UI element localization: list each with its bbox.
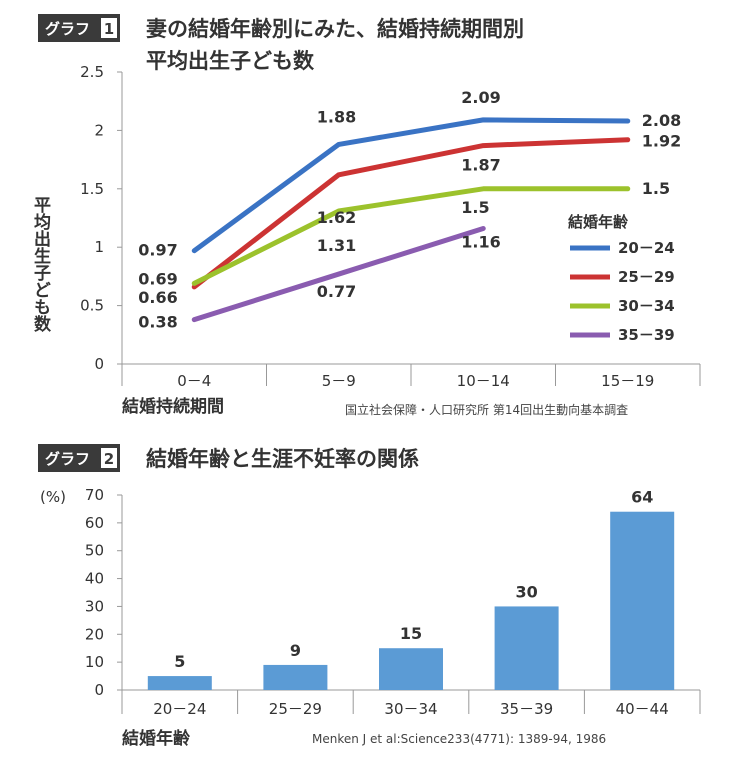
chart1-data-label: 0.38: [138, 313, 177, 332]
chart1-data-label: 1.5: [461, 198, 489, 217]
chart1-y-tick-label: 2.5: [80, 63, 104, 81]
chart2-y-unit: (%): [40, 488, 66, 506]
chart2-y-tick-label: 0: [94, 681, 104, 699]
chart1-y-axis-title: 平均出生子ども数: [30, 196, 51, 333]
line-chart: 0 0.5 1 1.5 2 2.5 0－4 5－9 10－14 15－19 結婚持続期間 平均出生子ど…: [30, 63, 701, 417]
chart2-x-tick-label: 25－29: [269, 700, 322, 718]
chart1-x-axis-title: 結婚持続期間: [122, 396, 224, 417]
chart2-x-tick-label: 35－39: [500, 700, 553, 718]
chart1-legend-label: 35－39: [618, 326, 675, 344]
chart1-badge-number: 1: [104, 20, 114, 38]
chart2-y-tick-label: 40: [85, 570, 104, 588]
chart1-badge-label: グラフ: [45, 20, 90, 38]
chart2-badge-number: 2: [104, 450, 114, 468]
bar-chart: 0 10 20 30 40 50 60 70 (%) 5 20－24 9 25－29 15 30－34 30 3…: [40, 486, 701, 749]
chart1-x-tick-label: 15－19: [601, 372, 654, 390]
chart1-data-label: 2.08: [642, 111, 681, 130]
chart1-y-tick-label: 0: [94, 355, 104, 373]
chart1-data-label: 2.09: [461, 88, 500, 107]
chart1-data-label: 0.66: [138, 288, 177, 307]
chart1-x-tick-label: 10－14: [457, 372, 510, 390]
chart1-data-label: 1.5: [642, 179, 670, 198]
chart2-y-tick-label: 60: [85, 514, 104, 532]
chart2-x-tick-label: 20－24: [153, 700, 206, 718]
chart2-data-label: 64: [631, 488, 653, 507]
chart2-title: 結婚年齢と生涯不妊率の関係: [146, 447, 419, 471]
chart2-badge-number-box: [101, 448, 117, 468]
chart1-x-tick-label: 0－4: [177, 372, 211, 390]
chart1-y-tick-label: 0.5: [80, 297, 104, 315]
chart2-header: グラフ 2 結婚年齢と生涯不妊率の関係: [38, 444, 419, 472]
chart2-source: Menken J et al:Science233(4771): 1389-94…: [312, 732, 606, 746]
chart1-data-label: 0.77: [317, 282, 356, 301]
chart1-data-label: 0.69: [138, 269, 177, 288]
chart2-y-tick-label: 30: [85, 597, 104, 615]
chart2-y-tick-label: 20: [85, 625, 104, 643]
chart2-bar: [494, 606, 559, 690]
chart1-y-tick-label: 2: [94, 121, 104, 139]
chart1-y-tick-label: 1: [94, 238, 104, 256]
chart1-data-label: 1.62: [317, 208, 356, 227]
chart2-bar: [379, 648, 443, 690]
chart2-bar: [610, 511, 675, 690]
chart2-data-label: 30: [515, 582, 537, 601]
chart2-x-axis-title: 結婚年齢: [122, 728, 191, 749]
chart1-series-line: [191, 226, 486, 323]
chart2-x-tick-label: 40－44: [616, 700, 669, 718]
chart1-y-tick-label: 1.5: [80, 180, 104, 198]
chart1-series-line: [191, 137, 631, 290]
chart1-legend-label: 20－24: [618, 239, 675, 257]
chart2-data-label: 5: [174, 652, 185, 671]
chart2-data-label: 9: [290, 641, 301, 660]
chart2-x-tick-label: 30－34: [384, 700, 437, 718]
chart2-data-label: 15: [400, 624, 422, 643]
chart1-legend-label: 25－29: [618, 268, 675, 286]
chart1-series-line: [191, 117, 631, 254]
chart1-data-label: 1.31: [317, 236, 356, 255]
chart1-source: 国立社会保障・人口研究所 第14回出生動向基本調査: [345, 402, 628, 417]
chart2-badge-label: グラフ: [45, 450, 90, 468]
chart1-header: グラフ 1 妻の結婚年齢別にみた、結婚持続期間別 平均出生子ども数: [38, 14, 524, 73]
chart1-data-label: 1.92: [642, 132, 681, 151]
chart2-y-tick-label: 10: [85, 653, 104, 671]
chart1-x-tick-label: 5－9: [322, 372, 356, 390]
chart1-title-line2: 平均出生子ども数: [146, 49, 315, 73]
chart2-y-tick-label: 50: [85, 542, 104, 560]
chart2-bar: [147, 676, 212, 690]
chart1-badge-number-box: [101, 18, 117, 38]
chart2-bar: [263, 664, 328, 690]
chart1-legend-label: 30－34: [618, 297, 675, 315]
chart1-data-label: 0.97: [138, 241, 177, 260]
chart1-data-label: 1.87: [461, 156, 500, 175]
chart1-title-line1: 妻の結婚年齢別にみた、結婚持続期間別: [146, 17, 524, 41]
chart1-data-label: 1.16: [461, 233, 500, 252]
chart1-legend-title: 結婚年齢: [568, 213, 629, 231]
chart1-series-line: [191, 186, 631, 286]
chart1-data-label: 1.88: [317, 107, 356, 126]
chart2-y-tick-label: 70: [85, 486, 104, 504]
